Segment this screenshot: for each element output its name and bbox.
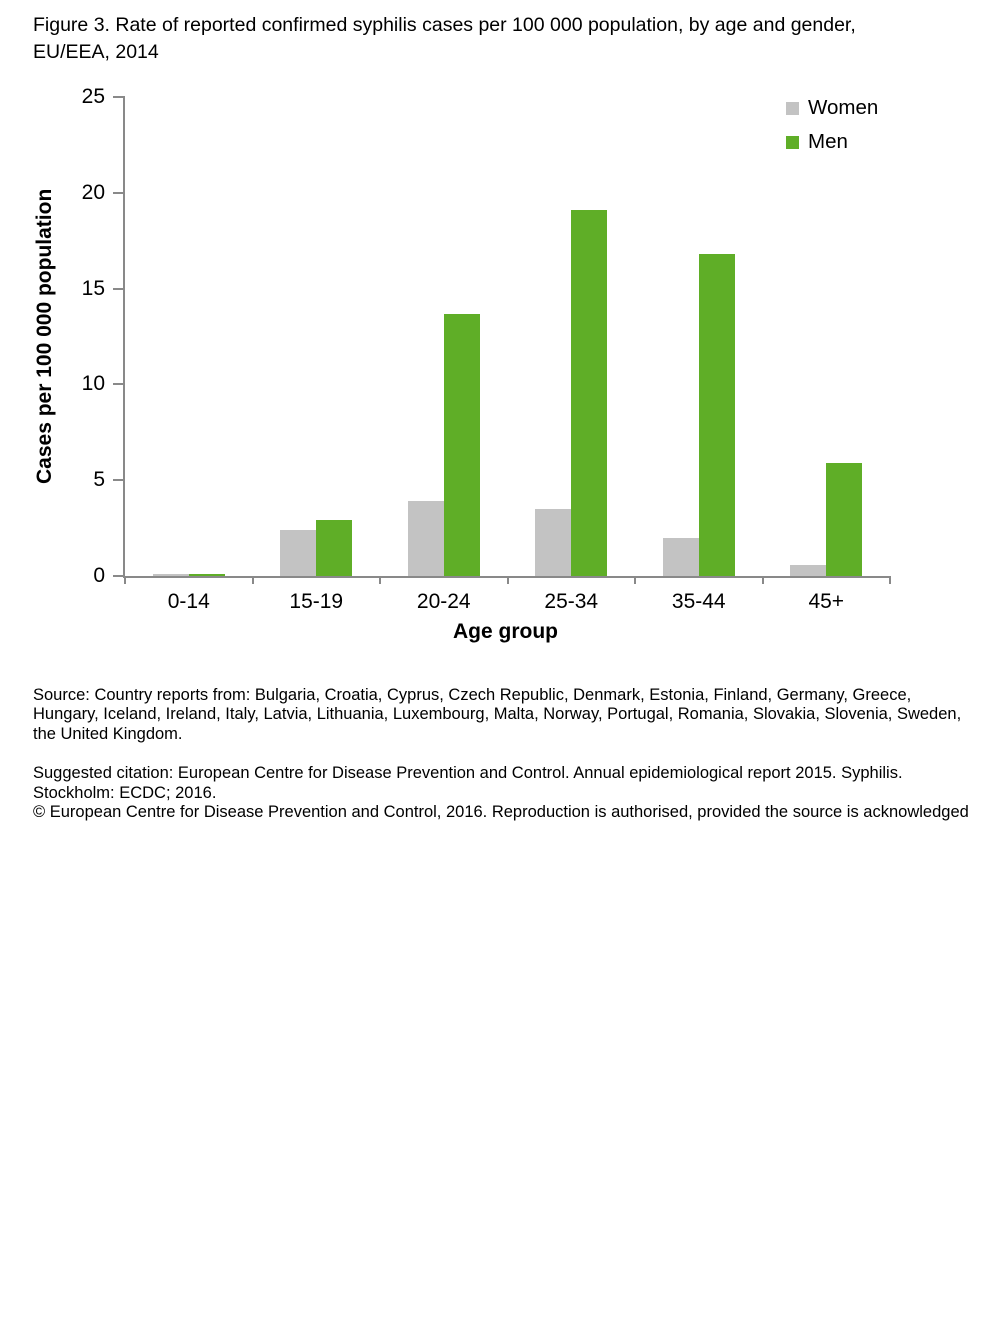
bar-men-20-24 [443,313,480,576]
y-tick-5 [113,479,125,482]
bar-women-20-24 [407,501,444,576]
x-tick-label-25-34: 25-34 [544,590,599,613]
y-tick-label-5: 5 [93,468,105,492]
copyright-text: © European Centre for Disease Prevention… [33,803,969,822]
bar-men-25-34 [571,210,608,576]
legend-swatch-men [786,135,799,149]
y-tick-label-20: 20 [81,180,105,204]
legend-label-men: Men [808,130,848,153]
x-tick-0 [124,576,126,584]
source-text: Source: Country reports from: Bulgaria, … [33,686,962,743]
x-tick-label-0-14: 0-14 [167,590,210,613]
bar-men-45+ [826,462,863,576]
citation-text: Suggested citation: European Centre for … [33,764,903,802]
x-tick-label-20-24: 20-24 [416,590,471,613]
x-tick-5 [761,576,764,584]
y-tick-25 [113,96,125,98]
legend-label-women: Women [808,96,879,119]
y-tick-10 [113,383,125,386]
y-tick-label-25: 25 [81,85,105,108]
bar-men-0-14 [188,574,225,576]
x-tick-label-45+: 45+ [808,590,845,613]
citation-block: Suggested citation: European Centre for … [33,764,978,822]
legend-swatch-women [786,101,799,115]
x-tick-1 [251,576,254,584]
y-axis-title: Cases per 100 000 population [33,188,56,485]
bar-men-15-19 [316,520,353,576]
y-tick-label-10: 10 [81,372,105,396]
bar-women-15-19 [280,530,317,576]
y-tick-label-0: 0 [93,564,105,587]
x-tick-label-15-19: 15-19 [289,590,344,613]
plot-area: 0 5 10 15 20 25 0-14 15-19 20-24 25-34 35-44 45+ [82,85,891,613]
bar-women-25-34 [535,508,572,576]
y-tick-label-15: 15 [81,276,105,300]
x-tick-6 [889,576,891,584]
bar-women-0-14 [152,574,189,576]
bar-women-35-44 [662,537,699,576]
footer: Source: Country reports from: Bulgaria, … [33,686,978,822]
y-tick-20 [113,191,125,194]
bar-women-45+ [790,564,827,576]
x-tick-label-35-44: 35-44 [671,590,726,613]
x-tick-2 [379,576,381,584]
x-tick-4 [634,576,636,584]
y-tick-15 [113,287,125,290]
x-tick-3 [506,576,509,584]
bar-men-35-44 [698,254,735,576]
y-tick-0 [113,575,125,577]
figure-title: Figure 3. Rate of reported confirmed syp… [33,14,856,63]
legend-item-men: Men [786,130,878,154]
legend-item-women: Women [786,96,878,120]
x-axis-title: Age group [453,620,558,643]
legend: Women Men [786,96,878,164]
